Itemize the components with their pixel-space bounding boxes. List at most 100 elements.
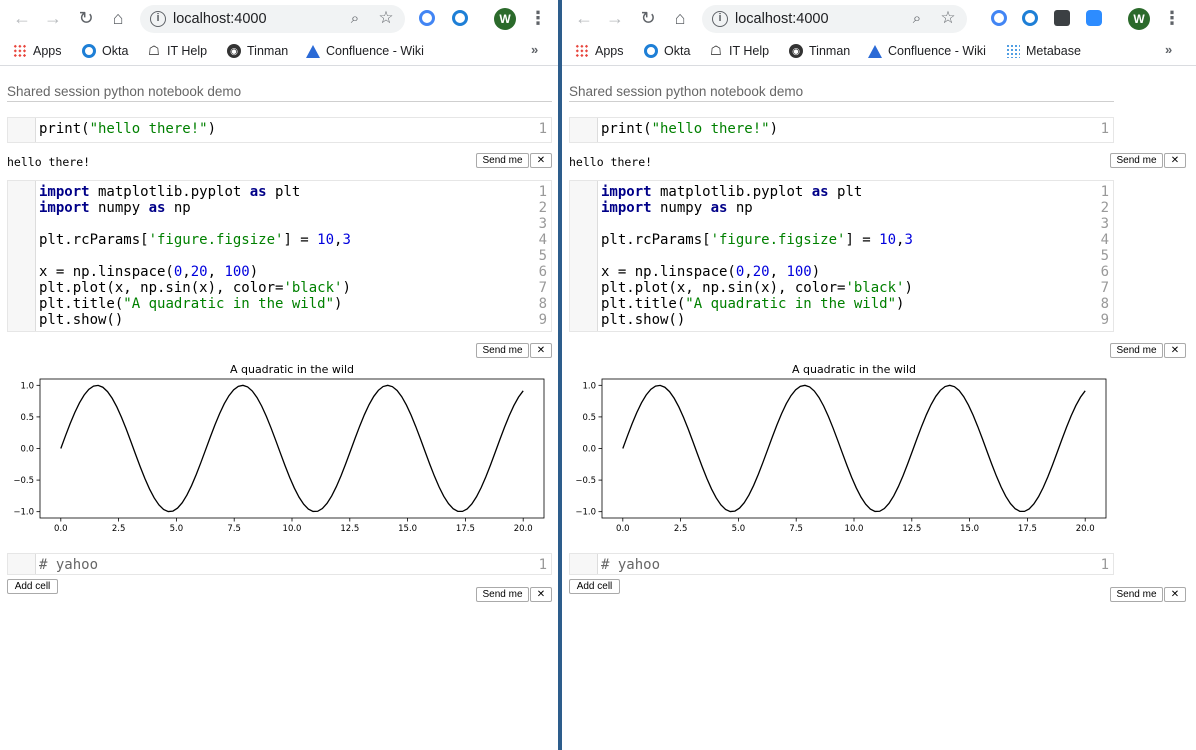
bookmark-item[interactable]: Metabase — [1006, 43, 1081, 59]
send-me-button[interactable]: Send me — [476, 343, 529, 358]
more-bookmarks-icon[interactable]: » — [1165, 42, 1173, 57]
bookmark-item[interactable]: Confluence - Wiki — [306, 43, 424, 59]
line-number: 3 — [538, 216, 547, 232]
y-tick-label: 0.0 — [20, 445, 34, 455]
x-tick-label: 12.5 — [902, 524, 921, 534]
extension-c-icon[interactable] — [419, 10, 435, 26]
site-info-icon[interactable]: i — [150, 11, 166, 27]
bookmark-item[interactable]: ◉ Tinman — [227, 43, 288, 59]
close-output-button[interactable]: ✕ — [1164, 587, 1186, 602]
bookmark-item[interactable]: Confluence - Wiki — [868, 43, 986, 59]
reload-icon[interactable]: ↻ — [78, 8, 94, 28]
profile-avatar[interactable]: W — [1128, 8, 1150, 30]
browser-window-right: ← → ↻ ⌂ i localhost:4000 ⌕ ☆ W ⋮ Apps Okta ☖ IT Help ◉… — [562, 0, 1196, 750]
it-help-icon: ☖ — [710, 43, 722, 58]
back-icon[interactable]: ← — [575, 8, 593, 28]
send-me-button[interactable]: Send me — [476, 153, 529, 168]
extension-okta-icon[interactable] — [452, 10, 468, 26]
url-text: localhost:4000 — [735, 11, 829, 27]
more-bookmarks-icon[interactable]: » — [531, 42, 539, 57]
window-divider — [558, 0, 562, 750]
code-line: import numpy as np — [601, 200, 753, 216]
bookmark-item[interactable]: ☖ IT Help — [709, 43, 769, 59]
bookmark-label: IT Help — [729, 44, 770, 58]
send-me-button[interactable]: Send me — [1110, 153, 1163, 168]
code-cell[interactable]: 1 print("hello there!") — [7, 117, 552, 143]
send-me-button[interactable]: Send me — [476, 587, 529, 602]
code-cell[interactable]: 1 print("hello there!") — [569, 117, 1114, 143]
address-bar[interactable]: i localhost:4000 ⌕ ☆ — [140, 5, 405, 33]
forward-icon[interactable]: → — [44, 8, 62, 28]
code-line: x = np.linspace(0,20, 100) — [39, 264, 259, 280]
address-bar[interactable]: i localhost:4000 ⌕ ☆ — [702, 5, 967, 33]
add-cell-button[interactable]: Add cell — [569, 579, 620, 594]
code-line: plt.show() — [601, 312, 686, 328]
bookmark-item[interactable]: ☖ IT Help — [147, 43, 207, 59]
y-tick-label: −1.0 — [13, 508, 34, 518]
home-icon[interactable]: ⌂ — [674, 8, 686, 28]
x-tick-label: 10.0 — [845, 524, 864, 534]
line-number: 5 — [538, 248, 547, 264]
bookmark-label: Apps — [595, 44, 624, 58]
page-title: Shared session python notebook demo — [569, 84, 804, 99]
line-number: 5 — [1100, 248, 1109, 264]
code-cell[interactable]: 1 # yahoo — [569, 553, 1114, 575]
send-me-button[interactable]: Send me — [1110, 343, 1163, 358]
bookmark-star-icon[interactable]: ☆ — [378, 8, 394, 27]
chart-title: A quadratic in the wild — [792, 363, 916, 376]
sine-chart: A quadratic in the wild 0.0 2.5 5.0 7.5 10.0 1… — [575, 363, 1107, 534]
back-icon[interactable]: ← — [13, 8, 31, 28]
line-number: 7 — [1100, 280, 1109, 296]
code-cell[interactable]: 1 2 3 4 5 6 7 8 9 import matplotlib.pyplot as plt… — [569, 180, 1114, 332]
y-tick-label: 0.0 — [582, 445, 596, 455]
add-cell-button[interactable]: Add cell — [7, 579, 58, 594]
bookmark-star-icon[interactable]: ☆ — [940, 8, 956, 27]
okta-icon — [644, 44, 658, 58]
y-tick-label: 0.5 — [582, 413, 596, 423]
plot-frame — [39, 378, 545, 519]
close-output-button[interactable]: ✕ — [1164, 153, 1186, 168]
line-number: 8 — [1100, 296, 1109, 312]
line-number-gutter — [570, 181, 598, 331]
extension-okta-icon[interactable] — [1022, 10, 1038, 26]
x-tick-label: 12.5 — [340, 524, 359, 534]
send-me-button[interactable]: Send me — [1110, 587, 1163, 602]
bookmark-item[interactable]: ◉ Tinman — [789, 43, 850, 59]
bookmark-item[interactable]: Okta — [644, 43, 690, 59]
zoom-icon[interactable]: ⌕ — [350, 10, 360, 27]
x-tick-label: 2.5 — [674, 524, 688, 534]
forward-icon[interactable]: → — [606, 8, 624, 28]
browser-menu-icon[interactable]: ⋮ — [1163, 8, 1181, 28]
tinman-icon: ◉ — [227, 44, 241, 58]
y-tick-label: −0.5 — [13, 476, 34, 486]
line-number: 3 — [1100, 216, 1109, 232]
code-line: print("hello there!") — [39, 121, 217, 137]
confluence-icon — [306, 44, 320, 58]
profile-avatar[interactable]: W — [494, 8, 516, 30]
close-output-button[interactable]: ✕ — [530, 343, 552, 358]
code-cell[interactable]: 1 # yahoo — [7, 553, 552, 575]
site-info-icon[interactable]: i — [712, 11, 728, 27]
extension-dots-icon[interactable] — [1054, 10, 1070, 26]
close-output-button[interactable]: ✕ — [1164, 343, 1186, 358]
chart-title: A quadratic in the wild — [230, 363, 354, 376]
close-output-button[interactable]: ✕ — [530, 587, 552, 602]
title-divider — [569, 101, 1114, 102]
reload-icon[interactable]: ↻ — [640, 8, 656, 28]
zoom-icon[interactable]: ⌕ — [912, 10, 922, 27]
tinman-icon: ◉ — [789, 44, 803, 58]
code-line: # yahoo — [601, 557, 661, 573]
y-tick-label: 1.0 — [20, 381, 34, 391]
bookmark-item[interactable]: Apps — [575, 43, 624, 59]
extension-c-icon[interactable] — [991, 10, 1007, 26]
bookmark-item[interactable]: Okta — [82, 43, 128, 59]
code-cell[interactable]: 1 2 3 4 5 6 7 8 9 import matplotlib.pyplot as plt… — [7, 180, 552, 332]
home-icon[interactable]: ⌂ — [112, 8, 124, 28]
zoom-extension-icon[interactable] — [1086, 10, 1102, 26]
browser-menu-icon[interactable]: ⋮ — [529, 8, 547, 28]
bookmark-label: Okta — [664, 44, 691, 58]
line-number: 4 — [1100, 232, 1109, 248]
bookmark-item[interactable]: Apps — [13, 43, 62, 59]
close-output-button[interactable]: ✕ — [530, 153, 552, 168]
bookmarks-bar: Apps Okta ☖ IT Help ◉ Tinman Confluence - Wiki… — [0, 36, 558, 66]
